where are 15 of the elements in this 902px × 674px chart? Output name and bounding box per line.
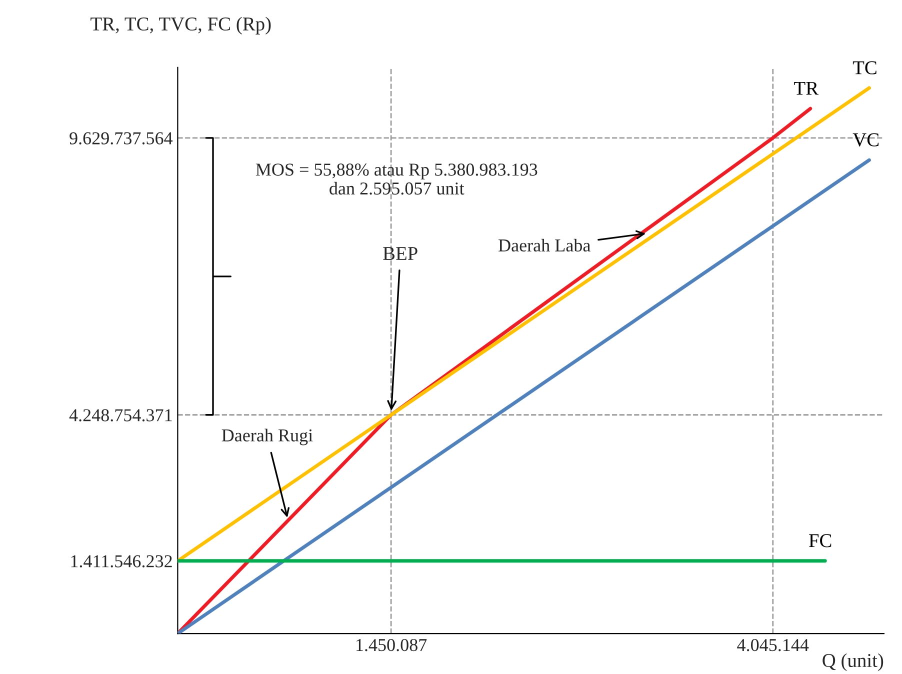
x-tick-label: 1.450.087: [356, 638, 427, 652]
series-label: FC: [808, 534, 832, 548]
series-label: TC: [852, 61, 876, 74]
series-label: TR: [794, 82, 819, 95]
y-tick-label: 1.411.546.232: [71, 555, 172, 568]
x-tick-label: 4.045.144: [737, 638, 809, 652]
annotation: BEP: [383, 247, 418, 260]
annotation: MOS = 55,88% atau Rp 5.380.983.193 dan 2.595.057 unit: [256, 164, 538, 195]
y-axis-title: TR, TC, TVC, FC (Rp): [90, 16, 271, 34]
y-tick-label: 9.629.737.564: [70, 132, 173, 144]
annotation: Daerah Laba: [498, 238, 590, 252]
series-label: VC: [852, 133, 879, 146]
annotation: Daerah Rugi: [222, 428, 313, 446]
x-axis-title: Q (unit): [822, 653, 884, 672]
y-tick-label: 4.248.754.371: [69, 409, 172, 422]
